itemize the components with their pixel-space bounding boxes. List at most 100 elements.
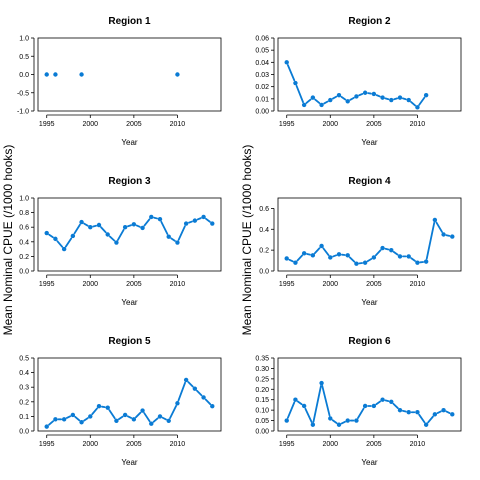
data-point [432, 217, 438, 223]
data-point [166, 234, 171, 239]
x-tick-label: 2010 [170, 281, 186, 288]
series-line-segment [436, 410, 442, 414]
series-line-segment [100, 226, 107, 234]
series-line-segment [188, 220, 193, 224]
data-point [157, 414, 163, 419]
plot-frame [37, 37, 222, 112]
series-line-segment [393, 97, 399, 101]
y-tick-label: 0.20 [255, 387, 269, 394]
data-point [362, 90, 368, 95]
plot-frame [277, 37, 462, 112]
series-line-segment [143, 218, 151, 227]
chart-panel-region-2: Region 2 0.00 0.01 0.02 0.03 0.04 0.05 0.06 1995… [255, 16, 462, 147]
y-tick-label: 1.0 [19, 196, 29, 203]
data-point [380, 397, 385, 402]
series-line-segment [375, 94, 381, 98]
series-line-segment [74, 415, 81, 422]
data-point [53, 236, 58, 242]
chart-panel-region-1: Region 1 -1.0 -0.5 0.0 0.5 1.0 1995 2000 2005 201… [17, 16, 222, 147]
y-tick-label: 0.04 [255, 60, 269, 67]
y-tick-label: 0.4 [259, 227, 269, 234]
data-point [166, 418, 171, 423]
data-point [301, 102, 307, 108]
x-tick-label: 2010 [410, 281, 426, 288]
data-point [183, 377, 189, 383]
data-point [175, 401, 180, 406]
data-point [406, 410, 411, 415]
series-line-segment [445, 234, 451, 237]
data-point [397, 254, 403, 259]
series-line-segment [170, 237, 176, 242]
data-point [131, 222, 137, 227]
series-line-segment [340, 420, 346, 425]
data-point [432, 412, 438, 417]
data-point [423, 422, 429, 427]
x-tick-label: 2005 [126, 441, 142, 448]
data-point [362, 260, 368, 265]
data-point [157, 216, 163, 222]
figure-ylabel-right: Mean Nominal CPUE (/1000 hooks) [240, 145, 254, 336]
x-tick-label: 2005 [126, 121, 142, 128]
panel-title: Region 3 [108, 176, 151, 187]
series-line-segment [410, 101, 417, 107]
y-tick-label: 0.35 [255, 356, 269, 363]
x-tick-label: 2005 [366, 441, 382, 448]
data-point [293, 397, 298, 402]
data-point [345, 418, 350, 423]
data-point [310, 253, 316, 258]
data-point [293, 80, 298, 86]
x-tick-label: 2005 [126, 281, 142, 288]
series-line-segment [418, 96, 426, 106]
data-point [406, 97, 411, 103]
y-tick-label: 0.00 [255, 429, 269, 436]
series-line-segment [153, 216, 158, 220]
series-line-segment [296, 400, 303, 406]
series-line-segment [204, 398, 212, 405]
series-line-segment [73, 223, 81, 235]
x-axis-label: Year [121, 138, 138, 147]
series-line-segment [323, 100, 329, 105]
data-point [293, 260, 298, 265]
data-point [88, 225, 93, 230]
data-point [423, 259, 429, 264]
series-line-segment [332, 254, 338, 258]
series-line-segment [152, 417, 159, 423]
y-tick-label: 0.2 [19, 399, 29, 406]
series-line-segment [286, 64, 296, 82]
series-line-segment [169, 405, 177, 419]
x-axis-label: Year [361, 458, 378, 467]
series-line-segment [92, 224, 97, 228]
chart-panels: Region 1 -1.0 -0.5 0.0 0.5 1.0 1995 2000 2005 201… [17, 16, 462, 467]
data-point [371, 255, 377, 260]
data-point [149, 421, 154, 426]
x-tick-label: 2000 [322, 121, 338, 128]
series-line-segment [384, 399, 390, 403]
panel-title: Region 1 [108, 16, 151, 27]
data-point [345, 253, 350, 258]
series-line-segment [286, 401, 296, 419]
series-line-segment [392, 250, 399, 256]
x-tick-label: 1995 [279, 121, 295, 128]
series-line-segment [312, 385, 322, 423]
plot-frame [37, 357, 222, 432]
data-point [192, 218, 198, 223]
series-line-segment [321, 385, 331, 417]
series-line-segment [392, 402, 399, 409]
data-point [389, 97, 394, 103]
y-tick-label: 0.2 [259, 248, 269, 255]
series-line-segment [177, 225, 186, 241]
data-point [354, 418, 359, 423]
panel-title: Region 5 [108, 336, 151, 347]
chart-panel-region-5: Region 5 0.0 0.1 0.2 0.3 0.4 0.5 1995 2000 2005 20… [19, 336, 222, 467]
series-line-segment [332, 95, 338, 100]
series-line-segment [357, 407, 365, 419]
data-point [192, 386, 198, 391]
x-axis-label: Year [361, 138, 378, 147]
data-point [61, 417, 67, 422]
series-line-segment [314, 98, 321, 104]
data-point [96, 222, 102, 228]
data-point [345, 99, 350, 104]
y-tick-label: -0.5 [17, 90, 29, 97]
data-point [131, 417, 137, 422]
data-point [79, 72, 84, 77]
